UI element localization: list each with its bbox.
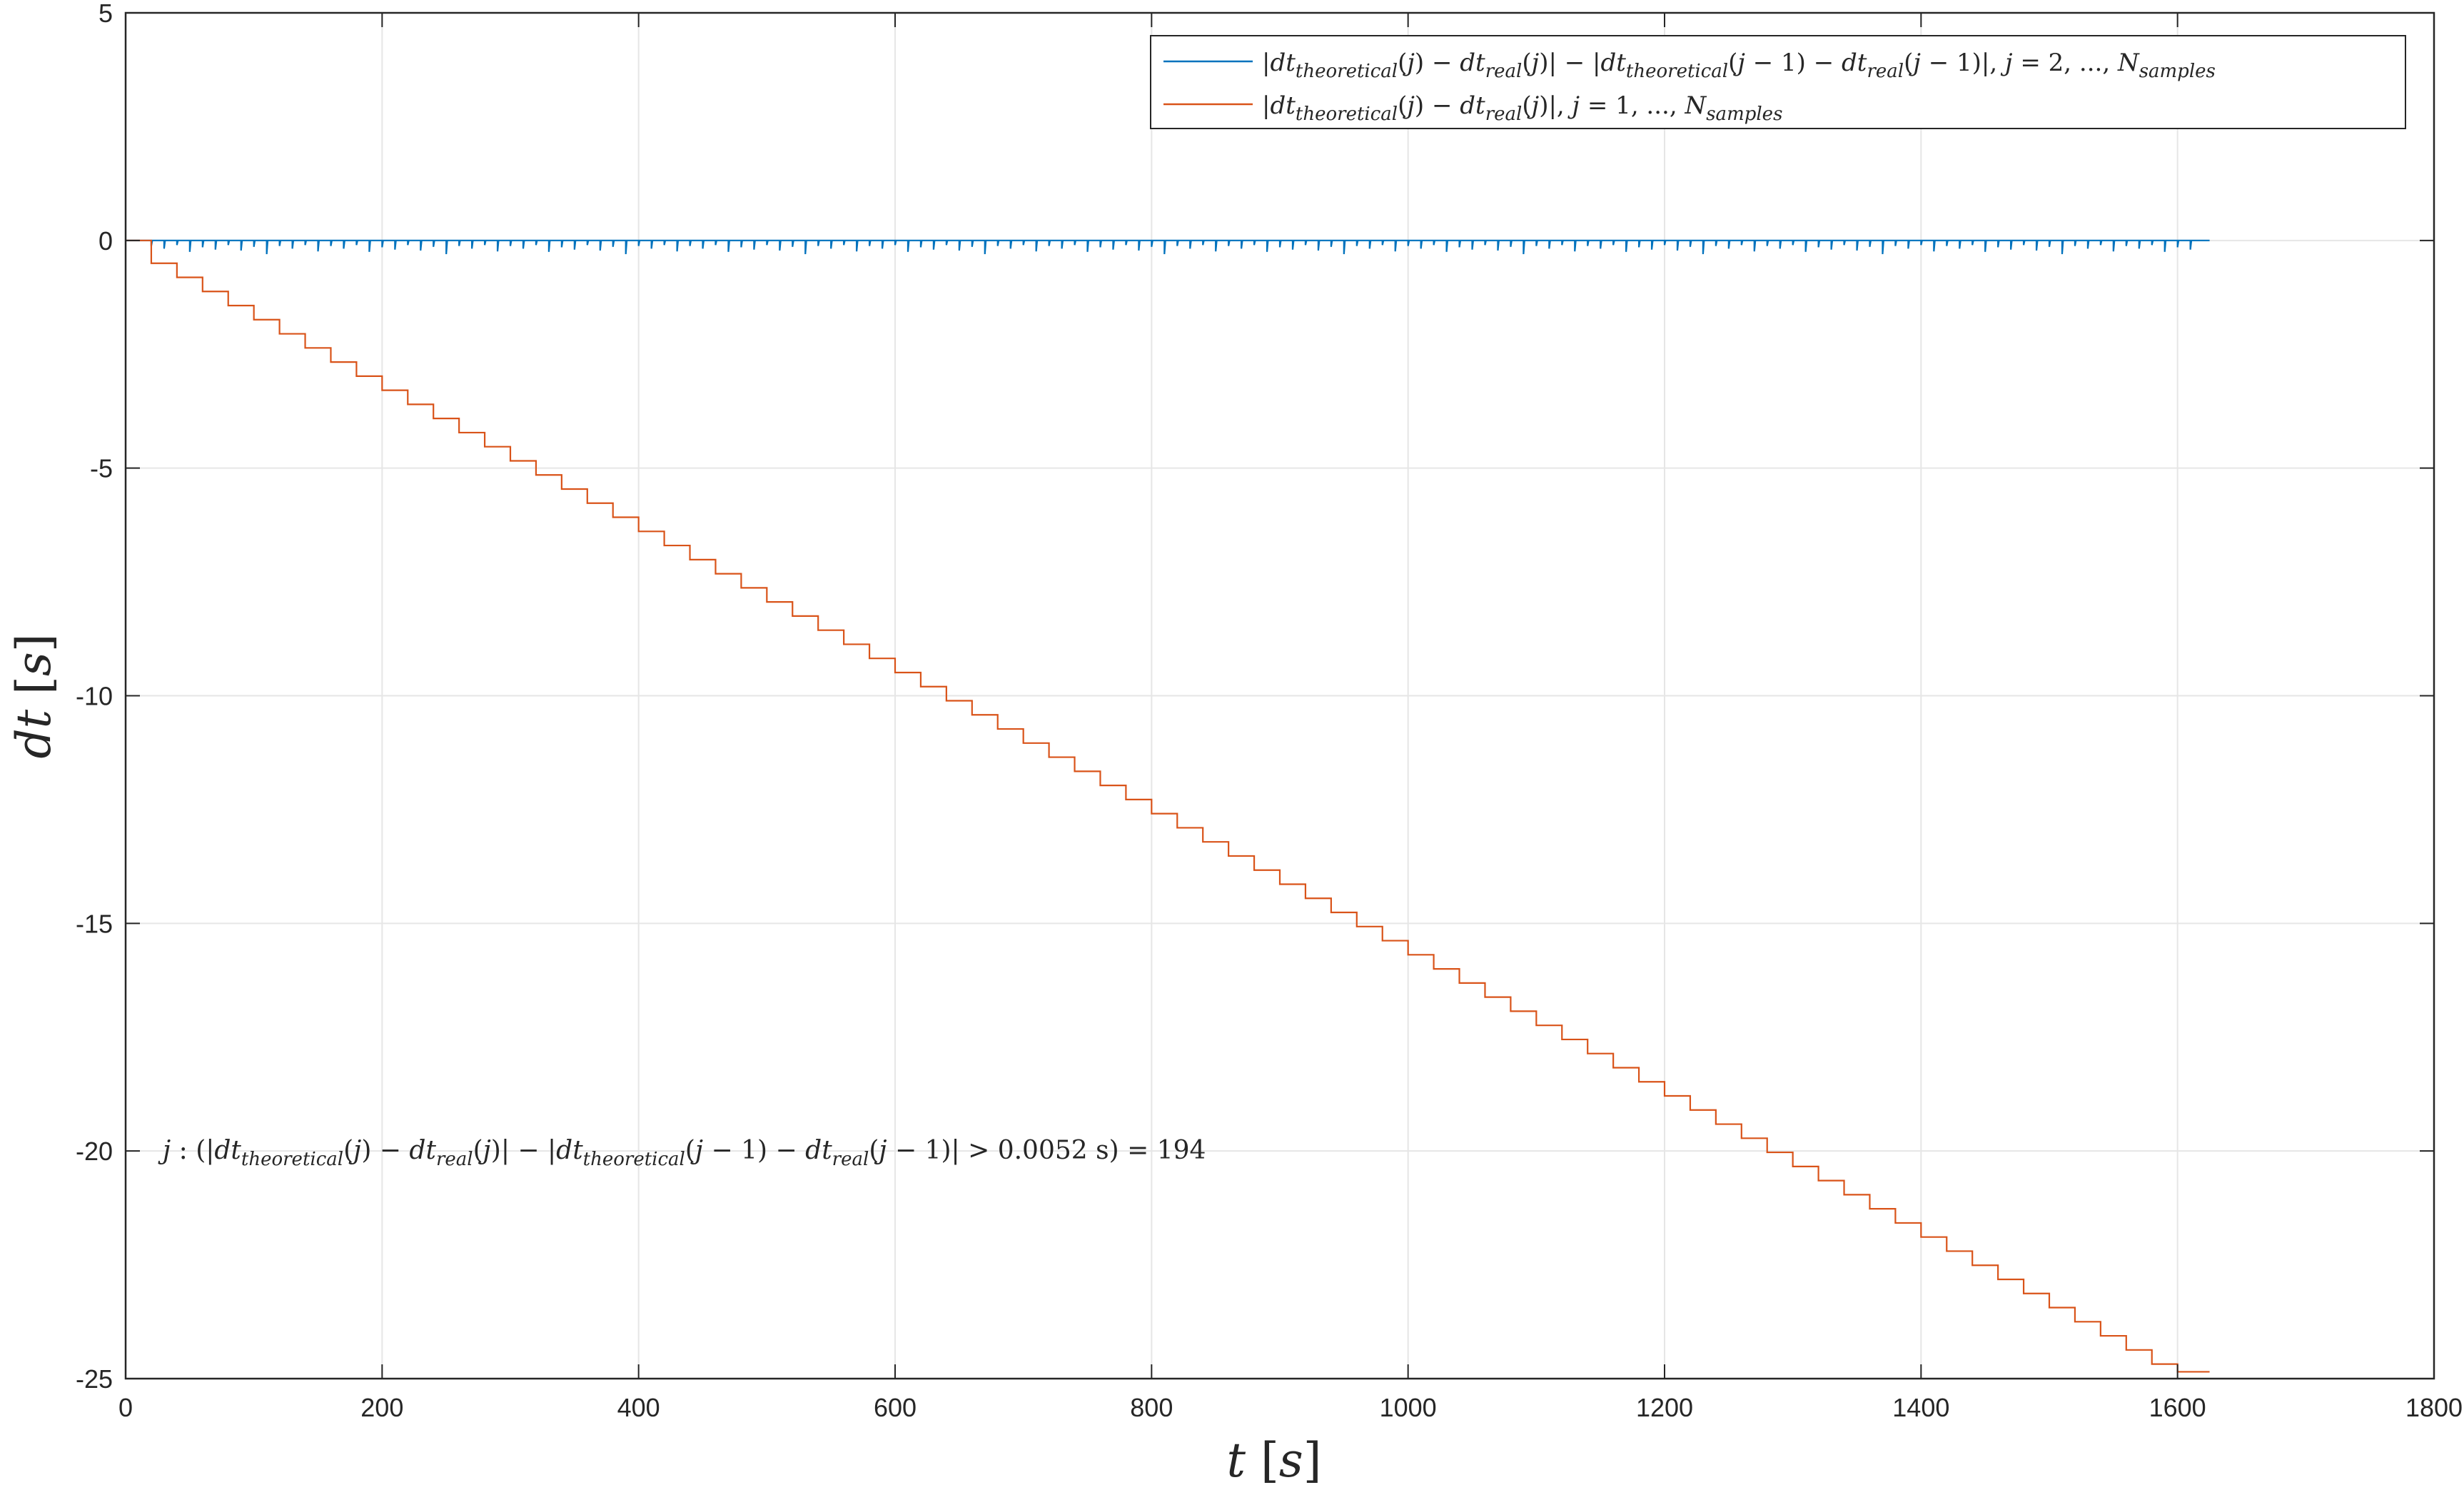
x-tick-label: 1800 — [2405, 1393, 2463, 1422]
y-tick-label: 0 — [99, 226, 113, 256]
x-tick-label: 0 — [118, 1393, 133, 1422]
y-tick-label: -5 — [90, 454, 113, 483]
axis-ticks — [125, 12, 2435, 1379]
y-tick-label: -25 — [76, 1364, 113, 1394]
x-tick-label: 1200 — [1636, 1393, 1693, 1422]
series-2-line — [126, 239, 2210, 1373]
tick-labels: 0 200 400 600 800 1000 1200 1400 1600 1800 5 0 -5 -10… — [76, 0, 2463, 1422]
x-tick-label: 1400 — [1892, 1393, 1949, 1422]
y-tick-label: -15 — [76, 909, 113, 938]
y-tick-label: -10 — [76, 682, 113, 711]
series-1-line — [126, 239, 2210, 255]
x-tick-label: 1600 — [2149, 1393, 2206, 1422]
series-2-path — [126, 239, 2210, 1373]
legend-entry-series-2: |dttheoretical(j) − dtreal(j)|, j = 1, .… — [1262, 91, 1782, 125]
y-tick-label: 5 — [99, 0, 113, 28]
y-axis-title: dt [s] — [6, 633, 61, 758]
series-1-path — [126, 239, 2210, 255]
y-tick-label: -20 — [76, 1137, 113, 1166]
x-tick-label: 400 — [617, 1393, 660, 1422]
legend-entry-series-1: |dttheoretical(j) − dtreal(j)| − |dttheo… — [1262, 49, 2216, 82]
legend-box — [1150, 35, 2406, 129]
x-tick-label: 800 — [1130, 1393, 1173, 1422]
x-axis-title: t [s] — [1227, 1433, 1322, 1488]
x-tick-label: 1000 — [1380, 1393, 1437, 1422]
x-tick-label: 600 — [874, 1393, 917, 1422]
x-tick-label: 200 — [360, 1393, 403, 1422]
legend: |dttheoretical(j) − dtreal(j)| − |dttheo… — [1150, 35, 2406, 129]
